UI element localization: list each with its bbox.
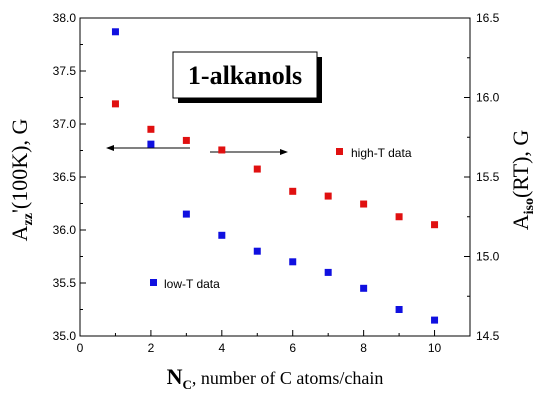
legend-label-high-t: high-T data [351, 146, 412, 160]
high-t-point [111, 100, 119, 108]
y-right-tick-label: 15.0 [476, 250, 500, 264]
x-tick-label: 2 [148, 341, 155, 355]
high-t-point [431, 221, 439, 229]
y-left-tick-label: 37.5 [53, 64, 77, 78]
high-t-point [324, 192, 332, 200]
x-tick-label: 4 [218, 341, 225, 355]
low-t-point [253, 247, 261, 255]
high-t-point [182, 136, 190, 144]
y-right-tick-label: 15.5 [476, 170, 500, 184]
left-axis-arrow [106, 145, 190, 151]
low-t-point [182, 210, 190, 218]
title-box: 1-alkanols [172, 51, 322, 103]
x-tick-label: 8 [360, 341, 367, 355]
x-tick-label: 0 [77, 341, 84, 355]
low-t-point [218, 231, 226, 239]
high-t-point [395, 213, 403, 221]
x-tick-label: 6 [289, 341, 296, 355]
low-t-point [289, 258, 297, 266]
low-t-point [111, 28, 119, 36]
y-left-tick-label: 36.5 [53, 170, 77, 184]
legend-marker-low-t [150, 279, 157, 286]
legend-marker-high-t [336, 148, 343, 155]
y-left-tick-label: 38.0 [53, 11, 77, 25]
y-left-tick-label: 35.0 [53, 329, 77, 343]
high-t-point [360, 200, 368, 208]
y-axis-left-title: Azz'(100K), G [7, 119, 36, 242]
low-t-point [431, 316, 439, 324]
y-left-tick-label: 35.5 [53, 276, 77, 290]
high-t-point [147, 125, 155, 133]
low-t-point [360, 284, 368, 292]
x-tick-label: 10 [428, 341, 442, 355]
legend-label-low-t: low-T data [164, 277, 220, 291]
high-t-point [289, 187, 297, 195]
y-left-tick-label: 37.0 [53, 117, 77, 131]
legend-high-t: high-T data [336, 146, 412, 160]
high-t-point [253, 165, 261, 173]
high-t-point [218, 146, 226, 154]
y-right-tick-label: 16.0 [476, 91, 500, 105]
x-axis-title: NC, number of C atoms/chain [167, 364, 384, 392]
legend-low-t: low-T data [150, 277, 220, 291]
low-t-point [147, 140, 155, 148]
y-axis-right-title: Aiso(RT), G [508, 130, 537, 231]
chart-title: 1-alkanols [188, 61, 302, 90]
low-t-point [395, 306, 403, 313]
low-t-point [324, 268, 332, 276]
y-right-tick-label: 14.5 [476, 329, 500, 343]
y-left-tick-label: 36.0 [53, 223, 77, 237]
y-right-tick-label: 16.5 [476, 11, 500, 25]
